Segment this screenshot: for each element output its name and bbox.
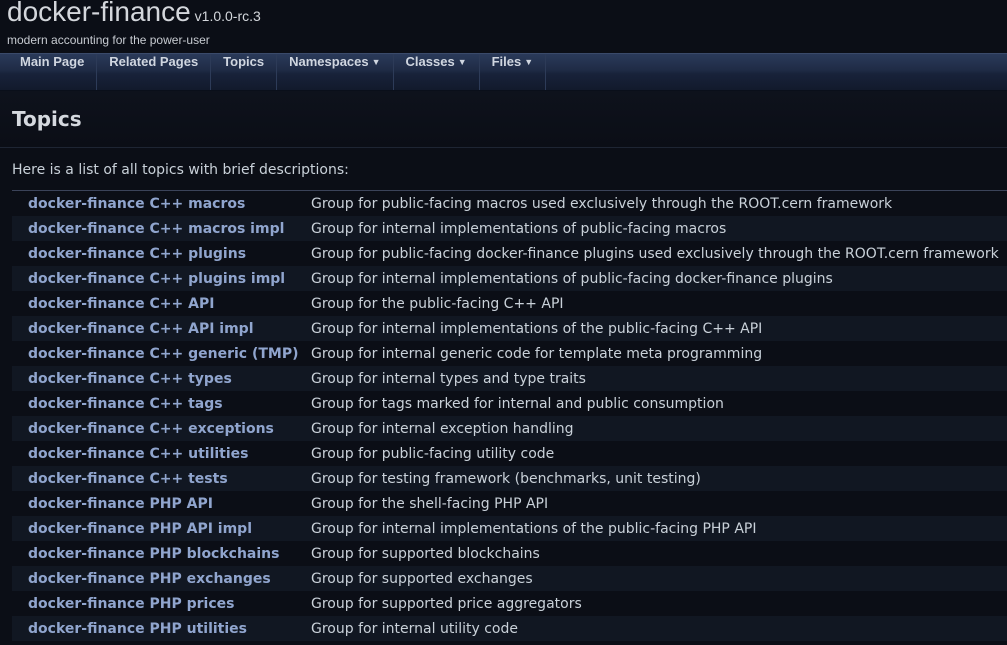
topic-name-cell: docker-finance C++ API impl [12, 316, 311, 341]
topic-link[interactable]: docker-finance C++ plugins [28, 245, 247, 262]
topics-table: docker-finance C++ macros Group for publi… [12, 190, 1007, 641]
nav-label: Topics [223, 54, 265, 69]
table-row: docker-finance C++ macros Group for publi… [12, 191, 1007, 217]
page-intro: Here is a list of all topics with brief … [12, 162, 349, 178]
topic-name-cell: docker-finance C++ API [12, 291, 311, 316]
topic-name-cell: docker-finance C++ plugins [12, 241, 311, 266]
nav-label: Files [491, 54, 522, 69]
topic-description: Group for supported blockchains [311, 545, 540, 562]
topic-name-cell: docker-finance C++ macros [12, 191, 311, 217]
topic-link[interactable]: docker-finance PHP API impl [28, 520, 253, 537]
title-area: docker-finance v1.0.0-rc.3 modern account… [0, 0, 1007, 53]
topic-description: Group for testing framework (benchmarks,… [311, 470, 701, 487]
topic-name-cell: docker-finance PHP prices [12, 591, 311, 616]
table-row: docker-finance C++ types Group for intern… [12, 366, 1007, 391]
topic-name-cell: docker-finance C++ tags [12, 391, 311, 416]
topic-link[interactable]: docker-finance C++ types [28, 370, 232, 387]
page-header: Topics [0, 91, 1007, 148]
topic-description: Group for internal types and type traits [311, 370, 586, 387]
table-row: docker-finance PHP API impl Group for int… [12, 516, 1007, 541]
topic-description: Group for supported price aggregators [311, 595, 582, 612]
table-row: docker-finance C++ API impl Group for int… [12, 316, 1007, 341]
table-row: docker-finance C++ generic (TMP) Group fo… [12, 341, 1007, 366]
table-row: docker-finance PHP utilities Group for in… [12, 616, 1007, 641]
topic-link[interactable]: docker-finance C++ macros impl [28, 220, 285, 237]
nav-files[interactable]: Files ▼ [480, 54, 547, 90]
page-title: Topics [12, 107, 82, 131]
topic-name-cell: docker-finance C++ generic (TMP) [12, 341, 311, 366]
topic-link[interactable]: docker-finance C++ generic (TMP) [28, 345, 299, 362]
project-version: v1.0.0-rc.3 [194, 8, 261, 24]
table-row: docker-finance C++ tags Group for tags ma… [12, 391, 1007, 416]
topic-description: Group for internal generic code for temp… [311, 345, 763, 362]
topic-description: Group for tags marked for internal and p… [311, 395, 724, 412]
topic-description: Group for public-facing macros used excl… [311, 195, 893, 212]
caret-down-icon[interactable]: ▼ [524, 57, 534, 67]
topic-link[interactable]: docker-finance C++ tests [28, 470, 228, 487]
topic-name-cell: docker-finance C++ plugins impl [12, 266, 311, 291]
caret-down-icon[interactable]: ▼ [371, 57, 381, 67]
table-row: docker-finance C++ plugins Group for publ… [12, 241, 1007, 266]
nav-label: Namespaces [289, 54, 369, 69]
nav-label: Related Pages [109, 54, 199, 69]
topic-description: Group for internal utility code [311, 620, 518, 637]
topic-name-cell: docker-finance C++ types [12, 366, 311, 391]
table-row: docker-finance C++ utilities Group for pu… [12, 441, 1007, 466]
topic-name-cell: docker-finance PHP blockchains [12, 541, 311, 566]
topic-link[interactable]: docker-finance PHP API [28, 495, 213, 512]
topic-description: Group for the public-facing C++ API [311, 295, 564, 312]
project-name: docker-finance v1.0.0-rc.3 [7, 0, 261, 28]
nav-namespaces[interactable]: Namespaces ▼ [277, 54, 394, 90]
table-row: docker-finance C++ plugins impl Group for… [12, 266, 1007, 291]
topic-description: Group for internal implementations of pu… [311, 270, 833, 287]
caret-down-icon[interactable]: ▼ [457, 57, 467, 67]
topic-name-cell: docker-finance PHP API [12, 491, 311, 516]
topic-link[interactable]: docker-finance C++ API impl [28, 320, 254, 337]
topic-name-cell: docker-finance C++ utilities [12, 441, 311, 466]
topic-link[interactable]: docker-finance PHP prices [28, 595, 235, 612]
main-nav: Main Page Related Pages Topics Namespaces ▼ C… [0, 53, 1007, 91]
topic-description: Group for the shell-facing PHP API [311, 495, 549, 512]
nav-main-page[interactable]: Main Page [8, 54, 98, 90]
table-row: docker-finance PHP API Group for the shel… [12, 491, 1007, 516]
topic-name-cell: docker-finance PHP exchanges [12, 566, 311, 591]
topic-link[interactable]: docker-finance C++ exceptions [28, 420, 274, 437]
nav-related-pages[interactable]: Related Pages [97, 54, 212, 90]
nav-label: Main Page [20, 54, 85, 69]
topic-link[interactable]: docker-finance C++ plugins impl [28, 270, 286, 287]
table-row: docker-finance C++ exceptions Group for i… [12, 416, 1007, 441]
table-row: docker-finance C++ tests Group for testin… [12, 466, 1007, 491]
project-name-text: docker-finance [7, 0, 191, 27]
topic-link[interactable]: docker-finance C++ API [28, 295, 215, 312]
topic-name-cell: docker-finance C++ exceptions [12, 416, 311, 441]
topic-description: Group for internal implementations of th… [311, 520, 757, 537]
topic-name-cell: docker-finance C++ macros impl [12, 216, 311, 241]
table-row: docker-finance PHP prices Group for suppo… [12, 591, 1007, 616]
table-row: docker-finance PHP blockchains Group for … [12, 541, 1007, 566]
topic-link[interactable]: docker-finance PHP utilities [28, 620, 247, 637]
topic-description: Group for internal exception handling [311, 420, 574, 437]
topic-name-cell: docker-finance PHP utilities [12, 616, 311, 641]
project-brief: modern accounting for the power-user [7, 33, 210, 47]
topic-description: Group for public-facing docker-finance p… [311, 245, 999, 262]
topic-link[interactable]: docker-finance PHP exchanges [28, 570, 271, 587]
nav-label: Classes [405, 54, 455, 69]
topic-description: Group for public-facing utility code [311, 445, 555, 462]
table-row: docker-finance C++ macros impl Group for … [12, 216, 1007, 241]
topic-link[interactable]: docker-finance C++ tags [28, 395, 223, 412]
topic-description: Group for supported exchanges [311, 570, 533, 587]
nav-topics[interactable]: Topics [211, 54, 278, 90]
topic-name-cell: docker-finance C++ tests [12, 466, 311, 491]
topic-link[interactable]: docker-finance PHP blockchains [28, 545, 280, 562]
topic-description: Group for internal implementations of pu… [311, 220, 727, 237]
topic-name-cell: docker-finance PHP API impl [12, 516, 311, 541]
topic-link[interactable]: docker-finance C++ macros [28, 195, 246, 212]
topic-description: Group for internal implementations of th… [311, 320, 763, 337]
table-row: docker-finance C++ API Group for the publ… [12, 291, 1007, 316]
topic-link[interactable]: docker-finance C++ utilities [28, 445, 249, 462]
nav-classes[interactable]: Classes ▼ [394, 54, 480, 90]
table-row: docker-finance PHP exchanges Group for su… [12, 566, 1007, 591]
